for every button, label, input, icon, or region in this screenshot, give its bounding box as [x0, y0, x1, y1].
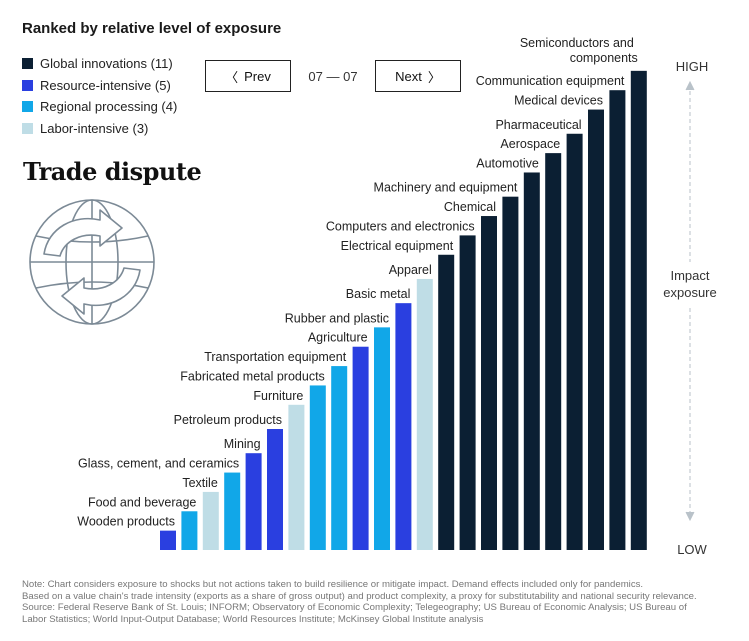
bar-label: Glass, cement, and ceramics — [78, 457, 239, 471]
bar — [481, 216, 497, 551]
bar — [245, 453, 262, 550]
bar — [267, 429, 283, 550]
bar — [630, 70, 647, 550]
footnote-line: Source: Federal Reserve Bank of St. Loui… — [22, 602, 687, 613]
axis-high-label: HIGH — [676, 59, 709, 74]
legend-label-regional: Regional processing (4) — [40, 99, 178, 115]
legend-swatch-global — [22, 58, 33, 70]
bar-label: Fabricated metal products — [180, 369, 325, 383]
page-counter: 07 — 07 — [308, 68, 358, 84]
bar — [395, 303, 412, 550]
bar-label: Textile — [182, 476, 217, 490]
legend-swatch-resource — [22, 79, 33, 91]
legend-item-global: Global innovations (11) — [22, 53, 177, 75]
panel-title: Trade dispute — [23, 157, 202, 186]
globe-arrows-icon — [29, 199, 155, 325]
bar-label: Electrical equipment — [341, 239, 454, 253]
bar — [566, 133, 583, 550]
bar — [374, 327, 390, 550]
bar-label: Chemical — [444, 200, 496, 214]
prev-button[interactable]: 〈 Prev — [205, 60, 291, 92]
legend-label-resource: Resource-intensive (5) — [40, 77, 171, 93]
legend: Global innovations (11) Resource-intensi… — [22, 53, 177, 139]
footnote-line: Note: Chart considers exposure to shocks… — [22, 579, 644, 590]
axis-title-line2: exposure — [663, 285, 716, 300]
bar — [331, 366, 348, 550]
bar — [459, 235, 476, 550]
bar-label: Computers and electronics — [326, 219, 475, 233]
bar — [416, 278, 433, 550]
bar — [202, 491, 219, 550]
axis-arrow — [685, 80, 695, 522]
legend-label-labor: Labor-intensive (3) — [40, 120, 149, 136]
next-button[interactable]: Next 〉 — [375, 60, 461, 92]
footnote: Note: Chart considers exposure to shocks… — [22, 579, 732, 625]
footnote-line: Based on a value chain's trade intensity… — [22, 590, 697, 602]
bar — [309, 385, 326, 550]
bar-label: Aerospace — [500, 137, 560, 151]
next-button-label: Next — [395, 68, 422, 84]
legend-label-global: Global innovations (11) — [40, 56, 173, 72]
legend-item-regional: Regional processing (4) — [22, 96, 177, 118]
axis-title-line1: Impact — [670, 268, 709, 283]
chevron-left-icon: 〈 — [225, 69, 239, 85]
bar — [288, 404, 305, 550]
bar — [523, 172, 540, 551]
footnote-line: Labor Statistics; World Input-Output Dat… — [22, 613, 484, 625]
bar-label: Rubber and plastic — [285, 311, 389, 325]
bar-label: Machinery and equipment — [374, 181, 518, 195]
bar — [609, 90, 626, 550]
legend-swatch-labor — [22, 122, 33, 134]
bar-label: Semiconductors and components — [520, 36, 638, 65]
bar — [224, 472, 241, 550]
bar-chart: Wooden products Food and beverage Textile G… — [77, 36, 716, 557]
bar — [545, 153, 562, 550]
bar-label: Petroleum products — [174, 413, 282, 427]
bar-label: Apparel — [389, 263, 432, 277]
bar — [502, 196, 519, 550]
bar-label: Furniture — [253, 389, 303, 403]
bar — [588, 109, 604, 550]
bar-label: Pharmaceutical — [495, 118, 581, 132]
prev-button-label: Prev — [244, 68, 271, 84]
bar-label: Basic metal — [346, 287, 411, 301]
bar-label: Transportation equipment — [204, 350, 347, 364]
bar — [438, 254, 455, 550]
legend-item-labor: Labor-intensive (3) — [22, 118, 177, 140]
bar-label: Automotive — [476, 156, 539, 170]
bar — [160, 530, 176, 550]
bar — [352, 346, 369, 550]
bar-label: Wooden products — [77, 515, 175, 529]
legend-item-resource: Resource-intensive (5) — [22, 75, 177, 97]
bar-label: Communication equipment — [476, 74, 625, 88]
chevron-right-icon: 〉 — [427, 69, 441, 85]
bar-label: Medical devices — [514, 94, 603, 108]
bar-label: Agriculture — [308, 331, 368, 345]
bar — [181, 511, 198, 550]
legend-swatch-regional — [22, 101, 33, 113]
pager: 〈 Prev 07 — 07 Next 〉 — [205, 60, 461, 92]
chart-header: Ranked by relative level of exposure — [22, 20, 282, 37]
bar-label: Food and beverage — [88, 495, 196, 509]
axis-low-label: LOW — [677, 542, 707, 557]
bar-label: Mining — [224, 437, 261, 451]
